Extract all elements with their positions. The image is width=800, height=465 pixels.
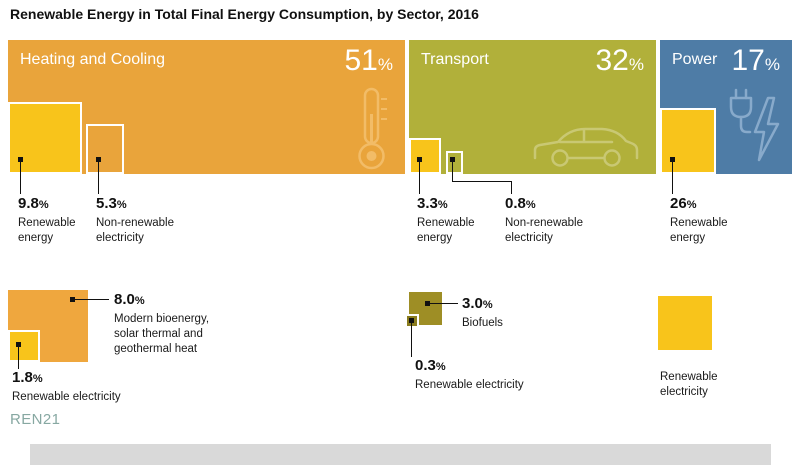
sector-name-transport: Transport [421,51,489,68]
connector-dot [425,301,430,306]
percent-label: Biofuels [462,317,503,329]
percent-value: 8.0% [114,291,145,308]
share-value: 17 [731,44,765,77]
percent-label: Modern bioenergy, solar thermal and geot… [114,313,210,355]
share-unit: % [764,55,780,74]
share-unit: % [377,55,393,74]
connector-dot [409,318,414,323]
percent-value: 3.0% [462,295,493,312]
connector-line [98,162,99,194]
connector-line [20,162,21,194]
transport-renewable-energy-label: 3.3% Renewable energy [417,195,475,246]
connector-dot [96,157,101,162]
percent-label: Renewable energy [670,217,728,244]
connector-line [411,323,412,357]
sector-block-transport: Transport 32% [409,40,656,174]
percent-label: Renewable energy [417,217,475,244]
heating-modern-renewables-label: 8.0% Modern bioenergy, solar thermal and… [114,291,209,357]
connector-dot [16,342,21,347]
percent-value: 0.3% [415,357,446,374]
connector-line [75,299,109,300]
sector-name-heating: Heating and Cooling [20,51,165,68]
transport-nonrenewable-electricity-box [446,151,463,174]
connector-line [419,162,420,194]
heating-renewable-electricity-label: 1.8% Renewable electricity [12,369,121,405]
connector-dot [450,157,455,162]
car-icon [533,127,639,167]
connector-line [18,347,19,369]
sector-share-power: 17% [732,44,781,78]
power-renewable-electricity-square [658,296,712,350]
percent-value: 26% [670,195,697,212]
heating-nonrenewable-electricity-label: 5.3% Non-renewable electricity [96,195,174,246]
connector-line [452,162,453,181]
heating-nonrenewable-electricity-box [86,124,124,174]
source-logo: REN21 [10,411,61,428]
sector-share-heating: 51% [345,44,394,78]
power-renewable-electricity-label: Renewable electricity [660,370,718,400]
percent-value: 3.3% [417,195,448,212]
transport-renewable-electricity-label: 0.3% Renewable electricity [415,357,524,393]
percent-label: Renewable electricity [660,371,718,398]
percent-label: Renewable energy [18,217,76,244]
connector-dot [417,157,422,162]
heating-renewable-energy-label: 9.8% Renewable energy [18,195,76,246]
percent-label: Renewable electricity [12,391,121,403]
connector-line [672,162,673,194]
connector-line [452,181,512,182]
connector-dot [70,297,75,302]
heating-renewable-energy-box [8,102,82,174]
percent-label: Non-renewable electricity [96,217,174,244]
bottom-bar [30,444,771,465]
connector-dot [670,157,675,162]
transport-nonrenewable-electricity-label: 0.8% Non-renewable electricity [505,195,583,246]
connector-line [511,181,512,194]
percent-value: 0.8% [505,195,536,212]
thermometer-icon [358,87,387,170]
sector-share-transport: 32% [596,44,645,78]
heating-renewable-electricity-square [8,330,40,362]
percent-value: 5.3% [96,195,127,212]
transport-biofuels-label: 3.0% Biofuels [462,295,503,331]
percent-label: Non-renewable electricity [505,217,583,244]
chart-title: Renewable Energy in Total Final Energy C… [10,6,479,22]
connector-line [430,303,458,304]
percent-value: 1.8% [12,369,43,386]
transport-renewable-energy-box [409,138,441,174]
power-renewable-energy-box [660,108,716,174]
percent-value: 9.8% [18,195,49,212]
share-value: 51 [344,44,378,77]
share-unit: % [628,55,644,74]
connector-dot [18,157,23,162]
share-value: 32 [595,44,629,77]
power-renewable-energy-label: 26% Renewable energy [670,195,728,246]
plug-and-lightning-icon [729,88,780,162]
sector-name-power: Power [672,51,718,68]
percent-label: Renewable electricity [415,379,524,391]
